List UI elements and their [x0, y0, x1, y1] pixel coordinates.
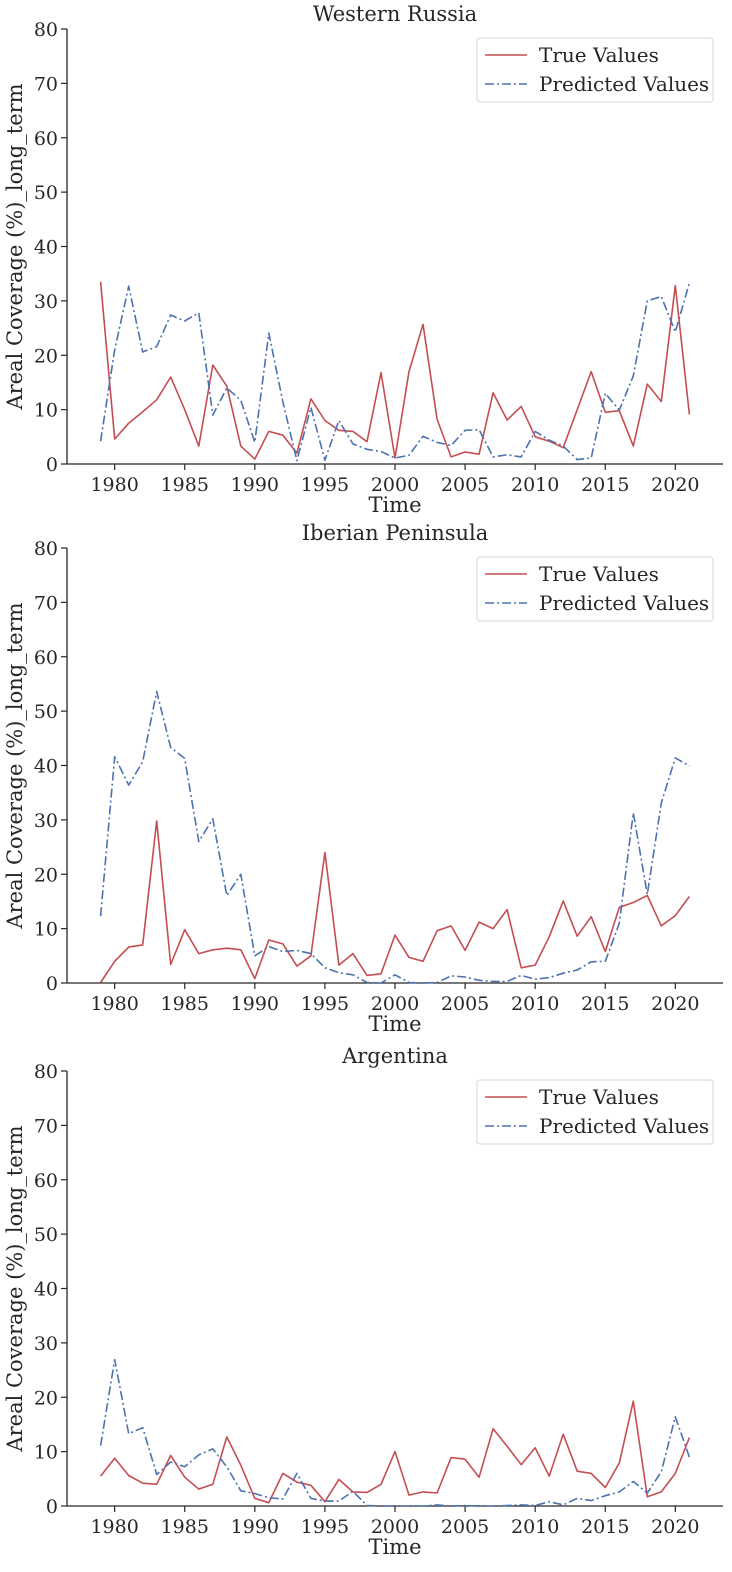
legend-label-true-values: True Values — [539, 1085, 659, 1109]
y-tick-label: 60 — [34, 128, 58, 150]
x-tick-label: 1990 — [231, 474, 279, 496]
x-tick-label: 2020 — [651, 474, 699, 496]
x-axis-label: Time — [368, 1012, 421, 1036]
chart-title: Argentina — [341, 1044, 448, 1068]
y-tick-label: 30 — [34, 291, 58, 313]
y-axis-label: Areal Coverage (%)_long_term — [3, 602, 27, 929]
x-tick-label: 1985 — [161, 993, 209, 1015]
y-tick-label: 80 — [34, 1061, 58, 1083]
x-tick-label: 1980 — [90, 474, 138, 496]
series-line-predicted-values — [99, 690, 690, 984]
x-tick-label: 2015 — [581, 474, 629, 496]
x-tick-label: 1995 — [301, 474, 349, 496]
x-tick-label: 1995 — [301, 1516, 349, 1538]
y-tick-label: 40 — [34, 1279, 58, 1301]
chart-title: Iberian Peninsula — [302, 521, 489, 545]
y-tick-label: 50 — [34, 701, 58, 723]
y-tick-label: 0 — [46, 973, 58, 995]
y-tick-label: 40 — [34, 756, 58, 778]
y-tick-label: 30 — [34, 810, 58, 832]
y-tick-label: 0 — [46, 454, 58, 476]
x-axis-label: Time — [368, 493, 421, 517]
legend-label-predicted-values: Predicted Values — [539, 591, 709, 615]
y-tick-label: 10 — [34, 1442, 58, 1464]
x-tick-label: 1990 — [231, 1516, 279, 1538]
y-tick-label: 60 — [34, 1170, 58, 1192]
legend-label-true-values: True Values — [539, 43, 659, 67]
x-tick-label: 2000 — [371, 1516, 419, 1538]
x-axis-label: Time — [368, 1535, 421, 1559]
x-tick-label: 2010 — [511, 474, 559, 496]
x-tick-label: 2015 — [581, 1516, 629, 1538]
x-tick-label: 2010 — [511, 993, 559, 1015]
legend-box — [476, 556, 714, 622]
x-tick-label: 2005 — [441, 474, 489, 496]
x-tick-label: 2000 — [371, 474, 419, 496]
y-tick-label: 20 — [34, 345, 58, 367]
y-tick-label: 70 — [34, 1115, 58, 1137]
y-tick-label: 10 — [34, 400, 58, 422]
chart-panel-3: Argentina 0 10 20 30 40 50 60 70 80 1980 1985 1990 19… — [3, 1044, 723, 1559]
x-tick-label: 2005 — [441, 993, 489, 1015]
chart-panel-2: Iberian Peninsula 0 10 20 30 40 50 60 70 80 1980 19… — [3, 521, 723, 1036]
y-tick-label: 60 — [34, 647, 58, 669]
y-axis-label: Areal Coverage (%)_long_term — [3, 83, 27, 410]
x-tick-label: 1985 — [161, 1516, 209, 1538]
y-axis-label: Areal Coverage (%)_long_term — [3, 1125, 27, 1452]
legend-box — [476, 1079, 714, 1145]
chart-title: Western Russia — [313, 2, 477, 26]
x-tick-label: 2010 — [511, 1516, 559, 1538]
legend-label-predicted-values: Predicted Values — [539, 1114, 709, 1138]
x-tick-label: 2020 — [651, 993, 699, 1015]
x-tick-label: 2005 — [441, 1516, 489, 1538]
y-tick-label: 70 — [34, 592, 58, 614]
x-tick-label: 1995 — [301, 993, 349, 1015]
series-line-predicted-values — [99, 1358, 691, 1507]
x-tick-label: 2020 — [651, 1516, 699, 1538]
x-tick-label: 1985 — [161, 474, 209, 496]
y-tick-label: 50 — [34, 1224, 58, 1246]
x-tick-label: 1990 — [231, 993, 279, 1015]
legend-label-true-values: True Values — [539, 562, 659, 586]
x-tick-label: 2000 — [371, 993, 419, 1015]
y-tick-label: 10 — [34, 919, 58, 941]
legend-box — [476, 37, 714, 103]
series-line-true-values — [99, 1400, 691, 1504]
series-line-true-values — [99, 820, 691, 983]
series-line-predicted-values — [99, 282, 691, 462]
x-tick-label: 2015 — [581, 993, 629, 1015]
x-tick-label: 1980 — [90, 1516, 138, 1538]
legend-label-predicted-values: Predicted Values — [539, 72, 709, 96]
y-tick-label: 80 — [34, 538, 58, 560]
y-tick-label: 80 — [34, 19, 58, 41]
y-tick-label: 20 — [34, 1387, 58, 1409]
y-tick-label: 50 — [34, 182, 58, 204]
y-tick-label: 40 — [34, 237, 58, 259]
y-tick-label: 70 — [34, 73, 58, 95]
y-tick-label: 30 — [34, 1333, 58, 1355]
y-tick-label: 20 — [34, 864, 58, 886]
y-tick-label: 0 — [46, 1496, 58, 1518]
chart-panel-1: Western Russia 0 10 20 30 40 50 60 70 80 1980 1985 1… — [3, 2, 723, 517]
x-tick-label: 1980 — [90, 993, 138, 1015]
series-line-true-values — [99, 281, 691, 460]
